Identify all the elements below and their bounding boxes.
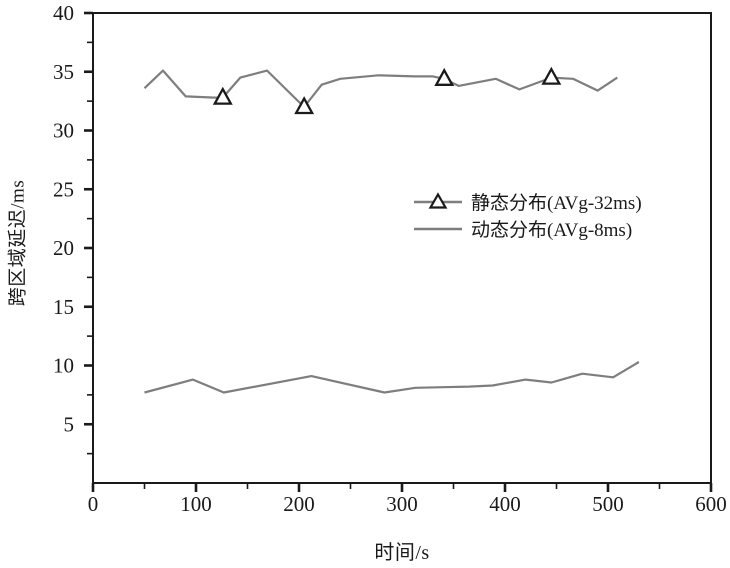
legend-label-static: 静态分布(AVg-32ms): [471, 193, 642, 214]
x-tick-label-500: 500: [592, 492, 624, 516]
triangle-marker: [434, 67, 455, 86]
y-tick-label-5: 5: [64, 412, 75, 436]
x-axis-title: 时间/s: [374, 542, 430, 564]
legend-item-dynamic: 动态分布(AVg-8ms): [413, 215, 642, 242]
x-tick-label-200: 200: [283, 492, 315, 516]
triangle-line-key-icon: [414, 191, 462, 209]
x-tick-label-400: 400: [489, 492, 521, 516]
y-tick-label-15: 15: [53, 295, 74, 319]
y-tick-label-30: 30: [53, 119, 74, 143]
y-tick-label-10: 10: [53, 354, 74, 378]
y-axis-title: 跨区域延迟/ms: [7, 179, 29, 307]
legend: 静态分布(AVg-32ms) 动态分布(AVg-8ms): [413, 188, 642, 242]
y-tick-label-40: 40: [53, 1, 74, 25]
triangle-marker: [212, 86, 233, 105]
x-tick-label-300: 300: [386, 492, 418, 516]
y-tick-label-25: 25: [53, 177, 74, 201]
x-tick-label-0: 0: [88, 492, 99, 516]
x-tick-label-100: 100: [180, 492, 212, 516]
x-tick-label-600: 600: [695, 492, 727, 516]
line-key-icon: [414, 227, 462, 230]
legend-label-dynamic: 动态分布(AVg-8ms): [471, 220, 633, 241]
dynamic-series-line: [144, 361, 640, 394]
triangle-marker: [294, 96, 315, 115]
legend-item-static: 静态分布(AVg-32ms): [413, 188, 642, 215]
y-tick-label-35: 35: [53, 60, 74, 84]
triangle-marker: [541, 66, 562, 85]
y-tick-label-20: 20: [53, 236, 74, 260]
plot-frame: [92, 12, 712, 484]
